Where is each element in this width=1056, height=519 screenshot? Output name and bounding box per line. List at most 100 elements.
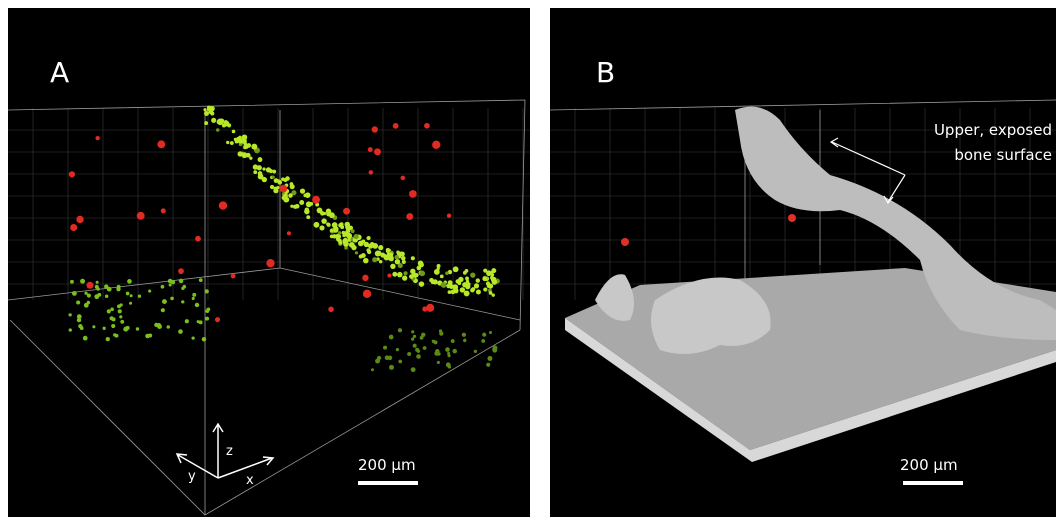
scale-bar [358,481,418,485]
cell [77,318,81,322]
cell [119,315,122,318]
cell [455,279,459,283]
cell [288,193,293,198]
cell [111,324,115,328]
cell [185,319,189,323]
cell [169,283,172,286]
cell [251,144,257,150]
cell [407,352,411,356]
cell [283,178,287,182]
cell [161,285,165,289]
cell [321,218,327,224]
cell [437,264,441,268]
cell [330,229,333,232]
cell [445,347,450,352]
cell [290,184,295,189]
cell [483,287,487,291]
cell [138,294,141,297]
cell [445,271,449,275]
cell [115,334,119,338]
cell [276,186,279,189]
cell [202,337,206,341]
cell [397,273,401,277]
cell [439,329,442,332]
cell [389,365,394,370]
cell [481,339,485,343]
cell [299,200,304,205]
cell [69,328,72,331]
axis-x: x [246,473,254,488]
cell [482,333,486,337]
cell [112,317,116,321]
cell [372,257,377,262]
cell [398,360,402,364]
cell [383,346,387,350]
axis-z: z [226,444,233,459]
cell [171,280,175,284]
cell [179,279,184,284]
cell [369,170,373,174]
cell [272,176,275,179]
cell [231,274,236,279]
cell [388,252,393,257]
cell [123,327,128,332]
cell [396,348,399,351]
cell [372,243,378,249]
cell [363,290,371,298]
cell [137,212,145,220]
cell [287,231,291,235]
cell [295,204,300,209]
cell [453,266,459,272]
cell [374,148,381,155]
cell [199,320,203,324]
cell [361,253,366,258]
cell [437,361,440,364]
cell [371,368,374,371]
cell [154,323,158,327]
cell [226,121,229,124]
cell [402,275,407,280]
cell [116,287,120,291]
cell [326,222,330,226]
cell [492,348,497,353]
cell [238,136,241,139]
cell [192,297,195,300]
cell [395,259,400,264]
cell [342,234,345,237]
cell [87,301,91,305]
panel-label: A [50,56,69,89]
cell [129,302,132,305]
cell [389,335,394,340]
cell [127,279,132,284]
cell [181,300,184,303]
cell [226,141,229,144]
cell [621,238,629,246]
cell [304,209,309,214]
cell [204,121,208,125]
cell [312,196,320,204]
annotation: Upper, exposed [934,121,1052,139]
cell [471,287,475,291]
cell [403,271,407,275]
cell [411,256,415,260]
cell [87,293,91,297]
cell [300,188,305,193]
cell [487,356,492,361]
cell [269,169,273,173]
cell [208,110,213,115]
cell [448,280,453,285]
cell [309,202,313,206]
cell [447,213,451,217]
cell [351,229,355,233]
cell [167,325,170,328]
annotation: bone surface [954,146,1052,164]
cell [70,224,77,231]
cell [258,171,263,176]
cell [148,290,151,293]
cell [338,231,341,234]
cell [103,327,106,330]
cell [470,272,475,277]
cell [249,156,252,159]
cell [363,258,369,264]
cell [76,300,80,304]
